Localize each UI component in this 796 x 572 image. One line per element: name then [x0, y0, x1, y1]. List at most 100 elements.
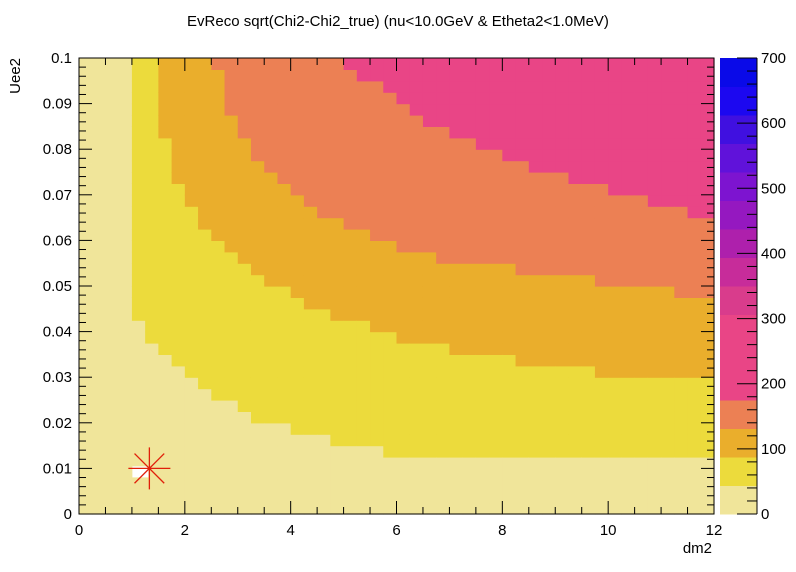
heatmap-cell: [568, 400, 583, 412]
heatmap-cell: [250, 115, 265, 127]
heatmap-cell: [171, 251, 186, 264]
heatmap-cell: [118, 194, 133, 207]
heatmap-cell: [184, 434, 199, 447]
heatmap-cell: [105, 479, 120, 492]
heatmap-cell: [303, 479, 318, 492]
z-tick-label: 300: [761, 311, 786, 328]
heatmap-cell: [489, 160, 503, 173]
heatmap-cell: [621, 502, 636, 515]
heatmap-cell: [343, 126, 358, 139]
heatmap-cell: [118, 422, 133, 435]
heatmap-cell: [264, 468, 279, 481]
heatmap-cell: [489, 137, 503, 150]
heatmap-cell: [422, 149, 437, 162]
heatmap-cell: [383, 263, 398, 276]
heatmap-cell: [105, 103, 120, 116]
heatmap-cell: [621, 411, 636, 424]
heatmap-cell: [224, 286, 239, 298]
heatmap-cell: [647, 58, 662, 70]
heatmap-cell: [317, 320, 331, 333]
heatmap-cell: [647, 388, 662, 401]
heatmap-cell: [502, 343, 517, 355]
heatmap-cell: [277, 468, 292, 481]
heatmap-cell: [277, 206, 292, 219]
y-tick-label: 0.06: [43, 232, 72, 249]
heatmap-cell: [621, 206, 636, 219]
heatmap-cell: [171, 308, 186, 321]
heatmap-cell: [92, 297, 107, 310]
heatmap-cell: [436, 183, 451, 196]
heatmap-cell: [502, 274, 517, 287]
heatmap-cell: [555, 411, 570, 424]
heatmap-cell: [396, 434, 411, 447]
heatmap-cell: [581, 149, 596, 162]
heatmap-cell: [158, 103, 173, 116]
heatmap-cell: [277, 92, 292, 105]
heatmap-cell: [449, 183, 464, 196]
heatmap-cell: [79, 491, 93, 504]
heatmap-cell: [555, 297, 570, 310]
heatmap-cell: [568, 103, 583, 116]
heatmap-cell: [634, 194, 649, 207]
heatmap-cell: [594, 137, 609, 150]
heatmap-cell: [224, 92, 239, 105]
heatmap-cell: [594, 286, 609, 298]
heatmap-cell: [264, 434, 279, 447]
heatmap-cell: [594, 263, 609, 276]
heatmap-cell: [356, 103, 371, 116]
heatmap-cell: [661, 468, 675, 481]
heatmap-cell: [171, 422, 186, 435]
heatmap-cell: [608, 160, 622, 173]
heatmap-cell: [475, 479, 490, 492]
heatmap-cell: [422, 422, 437, 435]
heatmap-cell: [158, 286, 173, 298]
heatmap-cell: [700, 183, 715, 196]
heatmap-cell: [198, 251, 212, 264]
heatmap-cell: [475, 183, 490, 196]
heatmap-cell: [687, 217, 702, 230]
heatmap-cell: [647, 331, 662, 344]
heatmap-cell: [158, 126, 173, 139]
heatmap-cell: [422, 320, 437, 333]
heatmap-cell: [661, 251, 675, 264]
heatmap-cell: [502, 172, 517, 184]
heatmap-cell: [581, 457, 596, 469]
heatmap-cell: [502, 69, 517, 82]
heatmap-cell: [674, 377, 689, 390]
heatmap-cell: [158, 115, 173, 127]
heatmap-cell: [674, 194, 689, 207]
heatmap-cell: [303, 160, 318, 173]
heatmap-cell: [330, 388, 345, 401]
heatmap-cell: [118, 308, 133, 321]
heatmap-cell: [118, 343, 133, 355]
heatmap-cell: [700, 365, 715, 378]
heatmap-cell: [687, 229, 702, 241]
heatmap-cell: [409, 194, 424, 207]
heatmap-cell: [118, 491, 133, 504]
heatmap-cell: [158, 160, 173, 173]
heatmap-cell: [608, 377, 622, 390]
heatmap-cell: [528, 149, 543, 162]
heatmap-cell: [449, 434, 464, 447]
heatmap-cell: [317, 343, 331, 355]
heatmap-cell: [396, 274, 411, 287]
heatmap-cell: [661, 137, 675, 150]
heatmap-cell: [264, 69, 279, 82]
heatmap-cell: [330, 103, 345, 116]
heatmap-cell: [396, 422, 411, 435]
heatmap-cell: [317, 80, 331, 93]
heatmap-cell: [79, 115, 93, 127]
heatmap-cell: [462, 126, 477, 139]
heatmap-cell: [198, 400, 212, 412]
heatmap-cell: [145, 468, 159, 481]
heatmap-cell: [264, 502, 279, 515]
heatmap-cell: [171, 365, 186, 378]
heatmap-cell: [475, 308, 490, 321]
heatmap-cell: [118, 434, 133, 447]
heatmap-cell: [290, 206, 305, 219]
heatmap-cell: [317, 479, 331, 492]
heatmap-cell: [568, 331, 583, 344]
heatmap-cell: [198, 411, 212, 424]
heatmap-cell: [118, 297, 133, 310]
heatmap-cell: [131, 183, 146, 196]
